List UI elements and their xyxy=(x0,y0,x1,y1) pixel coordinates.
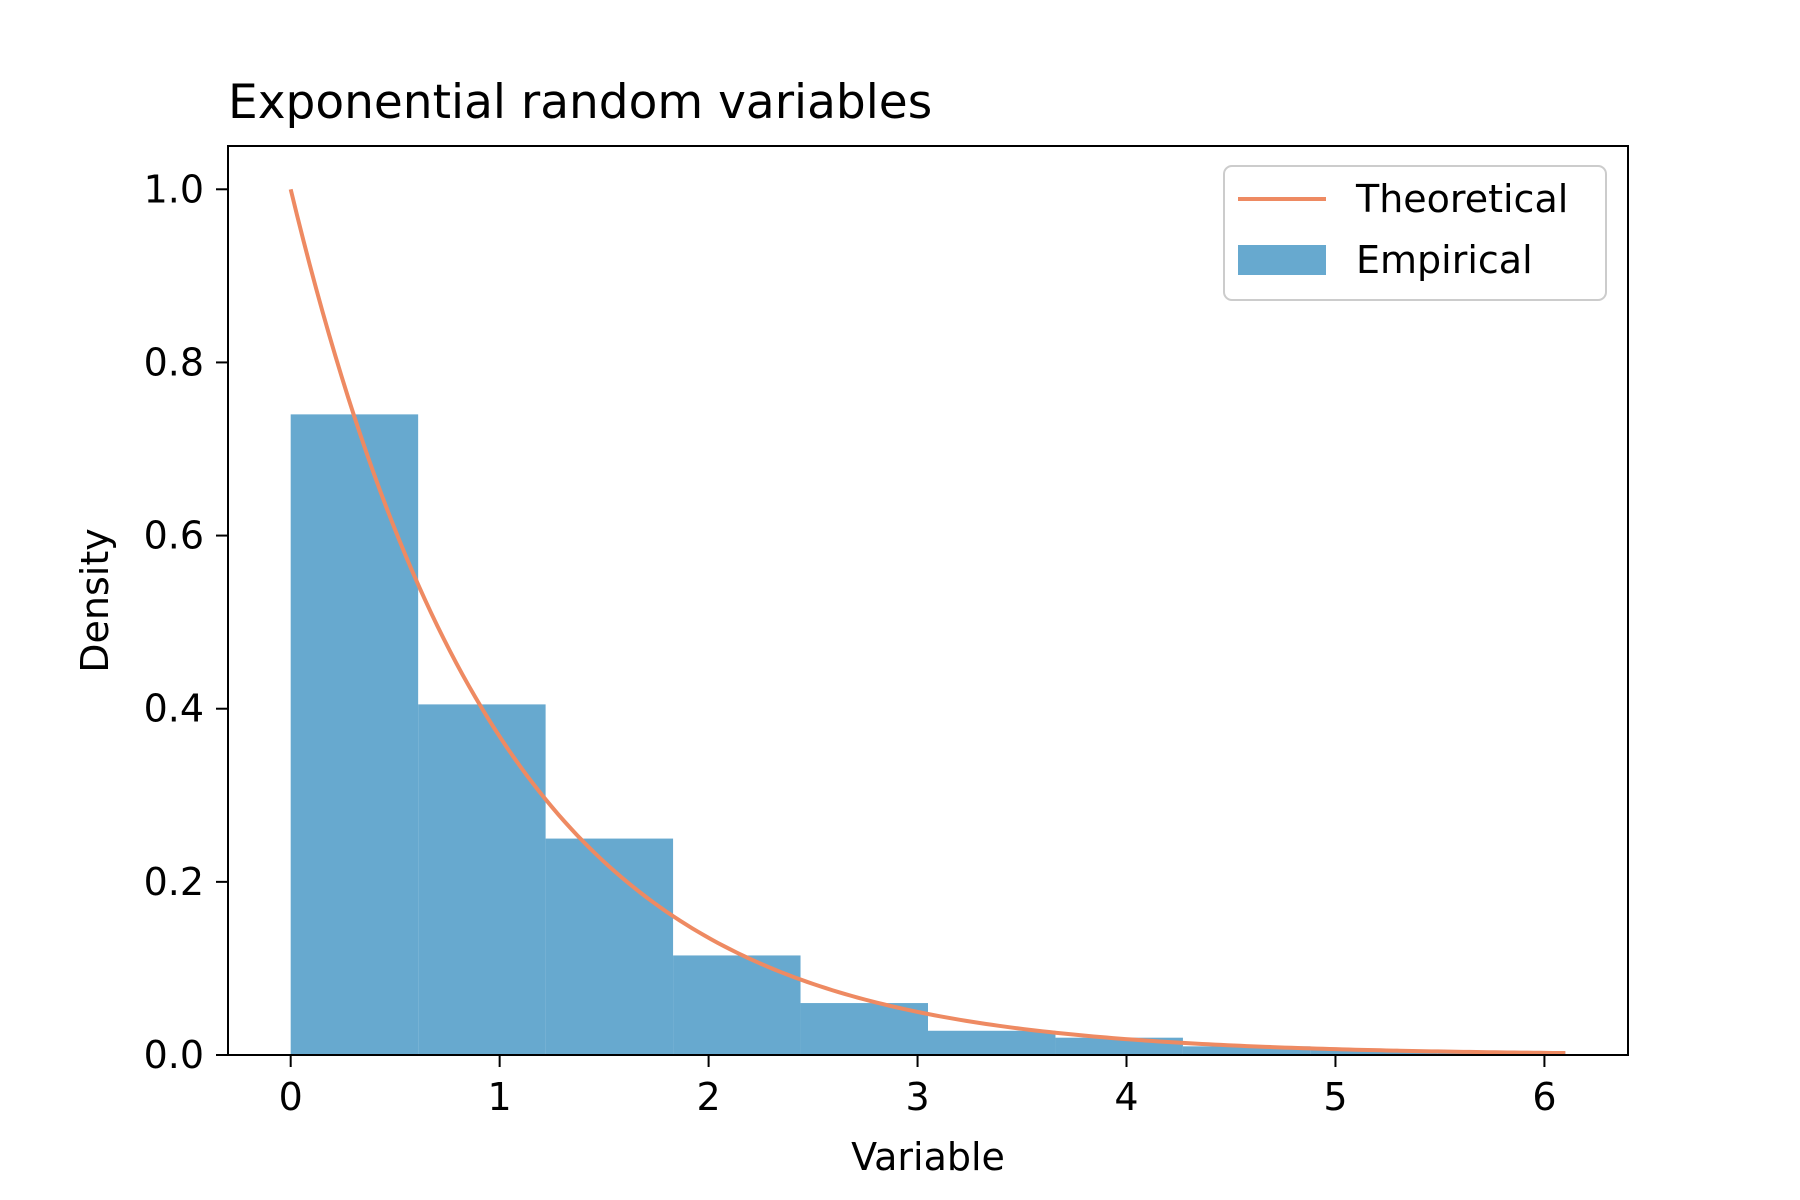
y-tick-label: 0.6 xyxy=(144,514,204,558)
theoretical-curve xyxy=(288,188,1566,1056)
histogram-bars xyxy=(290,414,1566,1055)
x-tick-label: 5 xyxy=(1323,1075,1347,1119)
legend-empirical-label: Empirical xyxy=(1356,238,1533,282)
y-axis-label: Density xyxy=(73,528,117,672)
histogram-bar xyxy=(800,1003,928,1055)
y-tick-label: 0.4 xyxy=(144,687,204,731)
legend-theoretical-label: Theoretical xyxy=(1355,177,1568,221)
y-axis-ticks: 0.0 0.2 0.4 0.6 0.8 1.0 xyxy=(144,167,228,1077)
x-axis-ticks: 0 1 2 3 4 5 6 xyxy=(279,1055,1557,1119)
histogram-bar xyxy=(418,704,546,1055)
x-tick-label: 3 xyxy=(905,1075,929,1119)
legend: Theoretical Empirical xyxy=(1223,165,1607,301)
x-tick-label: 6 xyxy=(1532,1075,1556,1119)
histogram-bar xyxy=(928,1030,1056,1055)
histogram-bar xyxy=(1182,1046,1311,1055)
chart-title: Exponential random variables xyxy=(228,75,932,130)
theoretical-curve-group xyxy=(288,188,1566,1056)
x-axis-label: Variable xyxy=(851,1135,1005,1179)
y-tick-label: 0.8 xyxy=(144,340,204,384)
histogram-bar xyxy=(545,838,674,1055)
x-tick-label: 0 xyxy=(279,1075,303,1119)
legend-empirical-swatch xyxy=(1238,245,1326,275)
histogram-bar xyxy=(1310,1049,1438,1055)
histogram-bar xyxy=(290,414,419,1055)
y-tick-label: 1.0 xyxy=(144,167,204,211)
y-tick-label: 0.0 xyxy=(144,1033,204,1077)
x-tick-label: 2 xyxy=(697,1075,721,1119)
x-tick-label: 1 xyxy=(488,1075,512,1119)
x-tick-label: 4 xyxy=(1114,1075,1138,1119)
plot-frame xyxy=(227,145,1629,1056)
y-tick-label: 0.2 xyxy=(144,860,204,904)
